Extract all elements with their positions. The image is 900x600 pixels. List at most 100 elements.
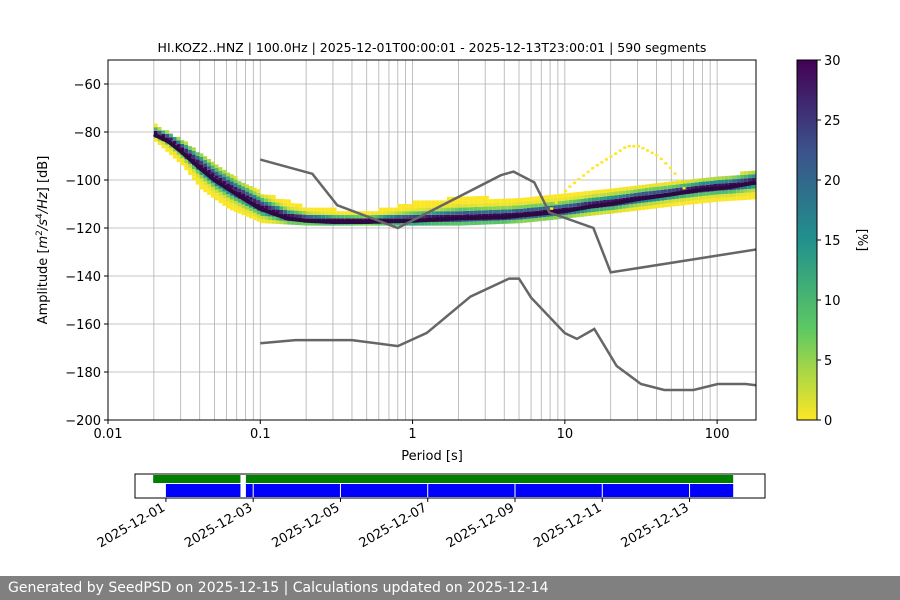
heatmap-cell <box>466 207 470 211</box>
heatmap-cell <box>542 217 546 221</box>
heatmap-cell <box>481 221 486 225</box>
heatmap-cell <box>481 199 486 204</box>
heatmap-cell <box>606 206 611 211</box>
heatmap-cell <box>275 209 280 214</box>
heatmap-cell <box>705 199 710 203</box>
heatmap-cell <box>743 196 748 200</box>
heatmap-cell <box>309 222 314 226</box>
heatmap-cell <box>485 210 489 214</box>
heatmap-cell <box>260 219 265 224</box>
heatmap-cell <box>252 216 257 221</box>
heatmap-cell <box>454 222 459 226</box>
heatmap-cell <box>268 194 272 199</box>
heatmap-cell <box>275 216 280 221</box>
heatmap-cell <box>397 214 402 219</box>
heatmap-cell <box>191 150 196 155</box>
heatmap-cell <box>595 207 600 212</box>
heatmap-cell <box>268 216 272 221</box>
heatmap-cell <box>226 183 230 187</box>
heatmap-cell <box>530 214 535 219</box>
heatmap-cell <box>191 176 196 180</box>
heatmap-cell <box>245 187 250 192</box>
heatmap-cell <box>203 159 208 164</box>
heatmap-cell <box>580 198 585 203</box>
heatmap-cell <box>233 183 238 187</box>
heatmap-cell <box>523 201 527 205</box>
heatmap-cell <box>565 196 569 201</box>
colorbar-tick-label: 30 <box>824 54 841 69</box>
heatmap-cell <box>633 203 638 208</box>
heatmap-cell <box>233 208 238 212</box>
heatmap-cell <box>389 211 394 215</box>
y-tick-label: −120 <box>65 222 101 237</box>
x-tick-label: 1 <box>408 427 416 442</box>
heatmap-cell <box>256 192 261 197</box>
heatmap-cell <box>679 180 684 184</box>
heatmap-cell <box>751 185 756 189</box>
heatmap-cell <box>481 213 486 218</box>
heatmap-cell <box>572 192 577 196</box>
heatmap-cell <box>412 204 417 208</box>
heatmap-cell <box>446 211 451 215</box>
heatmap-cell <box>157 141 162 146</box>
heatmap-cell <box>671 184 676 189</box>
heatmap-cell <box>565 193 569 197</box>
heatmap-cell <box>667 181 672 186</box>
heatmap-cell <box>176 140 181 145</box>
heatmap-cell <box>222 195 227 199</box>
heatmap-cell <box>363 211 368 215</box>
heatmap-cell <box>256 189 261 193</box>
heatmap-cell <box>431 222 436 226</box>
y-tick-label: −200 <box>65 414 101 429</box>
y-tick-label: −80 <box>74 126 101 141</box>
heatmap-cell <box>675 184 680 188</box>
heatmap-cell <box>458 204 463 208</box>
heatmap-cell <box>260 212 265 217</box>
heatmap-cell <box>306 211 310 215</box>
heatmap-cell <box>313 211 318 215</box>
heatmap-cell <box>603 199 607 204</box>
heatmap-cell <box>523 204 527 209</box>
heatmap-cell <box>721 190 725 195</box>
heatmap-cell <box>283 210 288 214</box>
heatmap-cell <box>462 203 467 208</box>
heatmap-cell <box>595 200 600 205</box>
heatmap-cell <box>538 217 543 222</box>
heatmap-cell <box>420 211 425 215</box>
heatmap-cell <box>633 200 638 204</box>
colorbar-tick-label: 25 <box>824 114 841 129</box>
heatmap-cell <box>199 175 204 179</box>
heatmap-cell <box>724 179 729 184</box>
heatmap-cell <box>637 192 642 197</box>
heatmap-cell <box>446 204 451 208</box>
heatmap-cell <box>454 207 459 212</box>
heatmap-cell <box>287 213 291 218</box>
heatmap-cell <box>210 194 215 198</box>
heatmap-cell <box>610 188 615 192</box>
heatmap-cell <box>572 181 576 185</box>
heatmap-cell <box>229 174 234 178</box>
heatmap-cell <box>713 198 718 202</box>
heatmap-cell <box>534 214 539 218</box>
heatmap-cell <box>481 195 486 200</box>
heatmap-cell <box>580 213 585 217</box>
heatmap-cell <box>466 210 470 215</box>
heatmap-cell <box>207 176 211 181</box>
heatmap-cell <box>306 222 310 226</box>
heatmap-cell <box>298 203 303 208</box>
heatmap-cell <box>268 220 272 224</box>
heatmap-cell <box>667 199 672 204</box>
heatmap-cell <box>439 214 444 219</box>
heatmap-cell <box>747 192 752 197</box>
heatmap-cell <box>623 146 627 149</box>
heatmap-cell <box>427 204 432 208</box>
heatmap-cell <box>675 180 680 185</box>
heatmap-cell <box>210 190 215 195</box>
heatmap-cell <box>237 191 242 196</box>
heatmap-cell <box>214 189 219 194</box>
heatmap-cell <box>550 207 554 210</box>
heatmap-cell <box>660 196 664 201</box>
heatmap-cell <box>412 222 417 226</box>
heatmap-cell <box>153 123 158 128</box>
heatmap-cell <box>424 207 428 212</box>
